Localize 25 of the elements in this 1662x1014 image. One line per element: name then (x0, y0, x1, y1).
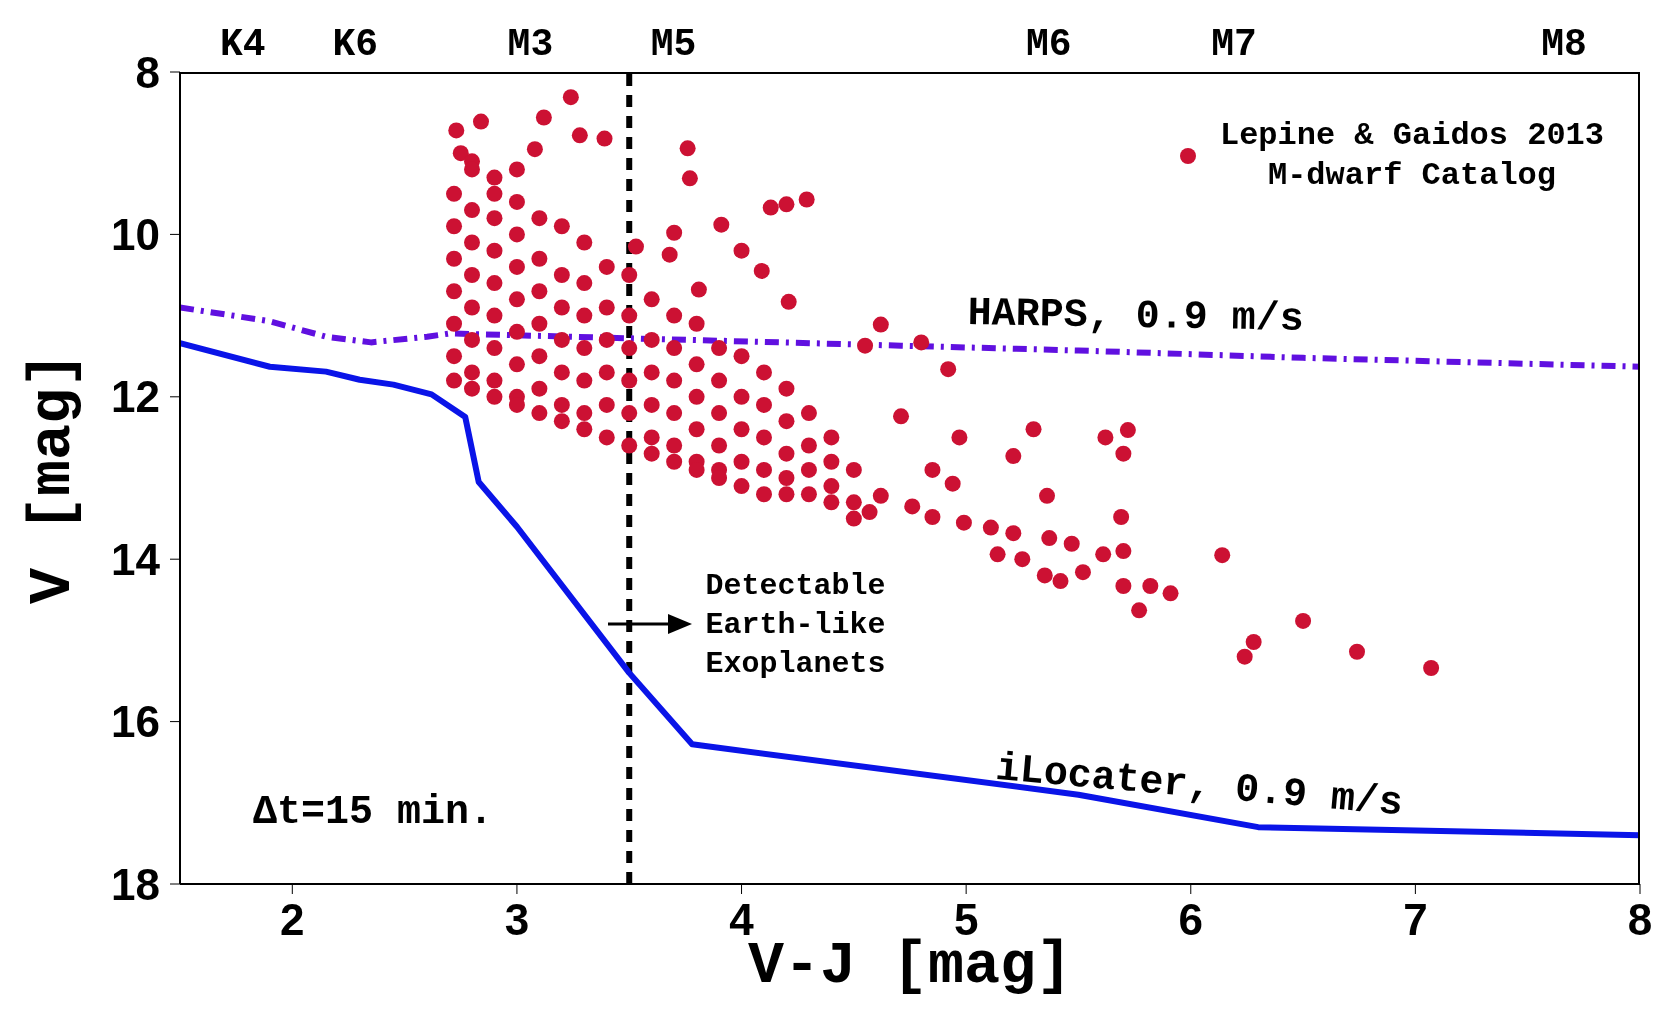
x-tick-label: 2 (280, 895, 305, 945)
y-tick-label: 14 (111, 534, 161, 584)
y-tick-label: 16 (111, 697, 160, 747)
text: M8 (1541, 23, 1587, 66)
text: M7 (1211, 23, 1257, 66)
x-tick-label: 5 (953, 895, 979, 945)
y-tick-label: 8 (135, 47, 160, 97)
series-label: iLocater, 0.9 m/s (993, 745, 1405, 827)
x-tick-label: 7 (1403, 895, 1428, 945)
text: K4 (219, 23, 266, 66)
text: K6 (332, 23, 378, 66)
y-tick-label: 12 (111, 372, 160, 422)
series-label: HARPS, 0.9 m/s (967, 291, 1305, 343)
legend-label: Lepine & Gaidos 2013 M-dwarf Catalog (1219, 116, 1604, 196)
text: M5 (650, 23, 697, 66)
annotation: Detectable Earth-like Exoplanets (705, 568, 886, 684)
y-tick-label: 18 (111, 859, 160, 909)
y-axis-title: V [mag] (19, 351, 88, 605)
annotation: Δt=15 min. (253, 788, 494, 837)
x-tick-label: 8 (1627, 895, 1653, 945)
x-tick-label: 3 (504, 895, 530, 945)
y-tick-label: 10 (111, 210, 160, 260)
text: M3 (507, 23, 554, 66)
text: M6 (1025, 23, 1072, 66)
x-tick-label: 6 (1178, 895, 1204, 945)
